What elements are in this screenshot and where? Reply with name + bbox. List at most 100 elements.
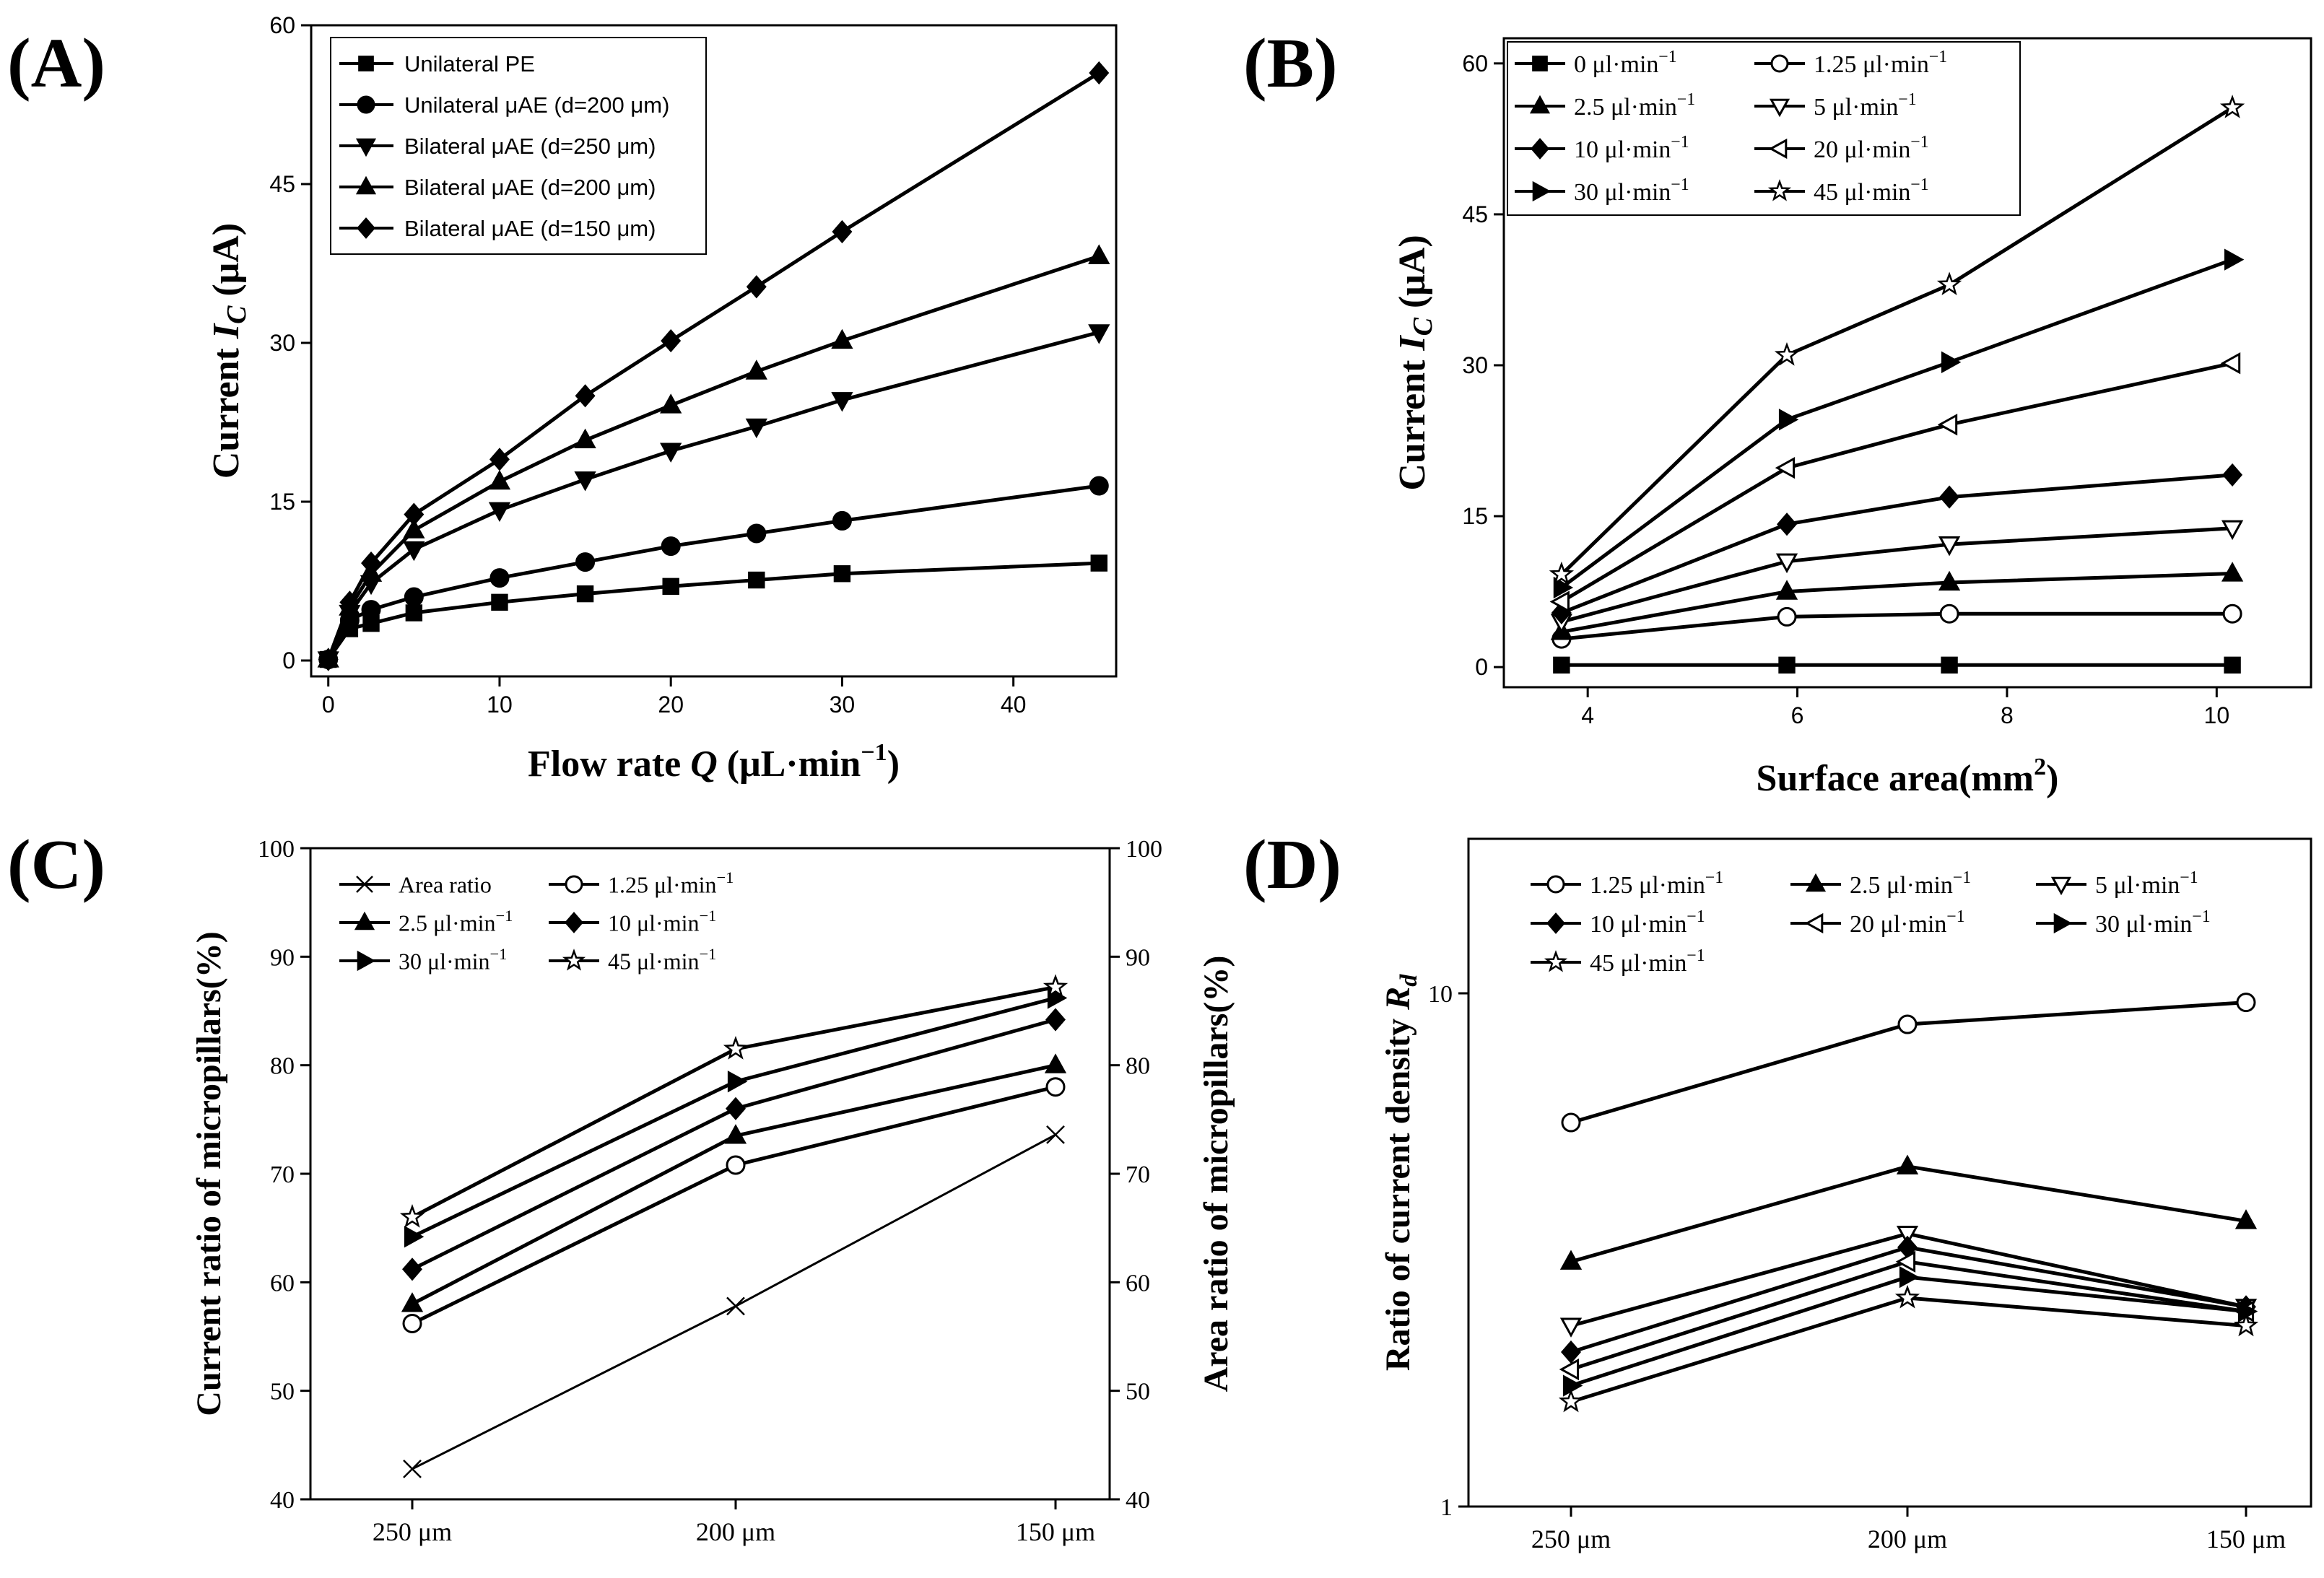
legend-label: 2.5 μl·min−1 xyxy=(1850,868,1971,899)
data-point xyxy=(1778,409,1799,431)
legend-marker xyxy=(562,949,586,971)
data-point xyxy=(832,219,853,244)
y-tick-label: 100 xyxy=(258,836,295,863)
legend-label: Bilateral μAE (d=250 μm) xyxy=(404,134,656,159)
series-line xyxy=(412,1133,1056,1470)
data-point xyxy=(661,536,681,557)
legend-entry: 5 μl·min−1 xyxy=(2036,868,2198,899)
data-point xyxy=(489,448,510,471)
x-axis-label: Surface area(mm2) xyxy=(1757,754,2059,799)
legend-marker xyxy=(1546,912,1565,934)
data-point xyxy=(726,1155,746,1175)
y-tick-label: 1 xyxy=(1440,1494,1453,1521)
x-tick-label: 40 xyxy=(1001,692,1027,718)
data-point xyxy=(726,1097,746,1120)
data-point xyxy=(1938,570,1961,591)
legend: Unilateral PE Unilateral μAE (d=200 μm) Bi… xyxy=(330,37,707,255)
y-tick-label: 10 xyxy=(1428,981,1453,1008)
legend-marker xyxy=(1546,875,1565,894)
legend-label: 45 μl·min−1 xyxy=(1590,946,1705,977)
data-point xyxy=(727,1071,748,1093)
panel-b: (B) 4 6 8 10 0 15 30 45 60 Surface area(mm2) Curren… xyxy=(1243,25,2312,799)
data-point xyxy=(748,571,765,589)
data-point xyxy=(2222,603,2242,624)
x-tick-label: 10 xyxy=(2204,702,2230,728)
x-tick-label: 8 xyxy=(2001,702,2014,728)
legend-marker xyxy=(1804,912,1824,934)
legend-marker xyxy=(358,56,374,71)
legend-marker xyxy=(1805,873,1827,892)
x-tick-label: 6 xyxy=(1791,702,1804,728)
data-point xyxy=(403,1460,422,1478)
data-point xyxy=(318,648,339,671)
legend-entry: Unilateral μAE (d=200 μm) xyxy=(339,92,669,118)
x-tick-label: 250 μm xyxy=(373,1517,452,1546)
series-line xyxy=(1560,473,2233,615)
legend-entry: 45 μl·min−1 xyxy=(1754,175,1929,206)
data-point xyxy=(2236,993,2256,1013)
legend-label: 45 μl·min−1 xyxy=(608,945,716,974)
data-point xyxy=(401,1292,424,1312)
data-point xyxy=(1778,656,1796,674)
x-tick-label: 20 xyxy=(658,692,684,718)
legend-entry: Bilateral μAE (d=150 μm) xyxy=(339,216,656,241)
data-point xyxy=(1899,1265,1920,1289)
legend-marker xyxy=(357,217,375,239)
x-tick-label: 200 μm xyxy=(696,1517,775,1546)
data-point xyxy=(746,275,767,299)
y-tick-label: 80 xyxy=(270,1053,295,1080)
series-line xyxy=(411,1018,1056,1271)
data-point xyxy=(1090,554,1107,572)
data-point xyxy=(747,523,767,544)
legend-entry: 10 μl·min−1 xyxy=(1515,133,1689,163)
data-point xyxy=(661,328,682,353)
legend-entry: Bilateral μAE (d=200 μm) xyxy=(339,175,656,200)
legend-label: 30 μl·min−1 xyxy=(399,945,507,974)
x-tick-label: 10 xyxy=(487,692,513,718)
y-right-tick-label: 80 xyxy=(1126,1053,1150,1080)
y-tick-label: 45 xyxy=(1462,201,1488,227)
y-tick-label: 60 xyxy=(269,12,295,38)
data-point xyxy=(1088,244,1110,264)
plot-frame xyxy=(1502,37,2312,689)
legend-label: Unilateral PE xyxy=(404,51,535,77)
legend-label: 1.25 μl·min−1 xyxy=(1590,868,1723,899)
legend-label: 30 μl·min−1 xyxy=(1574,175,1689,206)
data-point xyxy=(488,469,511,490)
data-point xyxy=(833,565,851,583)
series-line xyxy=(1561,572,2233,634)
y-axis-label: Current IC (μA) xyxy=(206,223,252,479)
legend-label: 10 μl·min−1 xyxy=(1590,907,1705,938)
legend-entry: 2.5 μl·min−1 xyxy=(1790,868,1971,899)
y-tick-label: 0 xyxy=(1475,654,1488,680)
legend-entry: 30 μl·min−1 xyxy=(1515,175,1689,206)
legend-marker xyxy=(1529,95,1551,114)
data-point xyxy=(1941,351,1962,373)
legend-marker xyxy=(1532,56,1548,71)
legend-label: Bilateral μAE (d=150 μm) xyxy=(404,216,656,241)
data-point xyxy=(575,384,596,408)
y-right-tick-label: 100 xyxy=(1126,836,1162,863)
data-point xyxy=(1895,1250,1916,1273)
panel-c: (C) 250 μm 200 μm 150 μm 40 40 50 50 60 60 70 70 80 8… xyxy=(7,826,1235,1546)
data-point xyxy=(832,510,852,531)
data-point xyxy=(1936,271,1962,295)
legend-label: 10 μl·min−1 xyxy=(608,907,716,936)
legend-entry: 45 μl·min−1 xyxy=(549,945,716,975)
legend-entry: 2.5 μl·min−1 xyxy=(339,907,513,936)
legend-marker xyxy=(356,876,373,893)
legend-marker xyxy=(1532,180,1551,202)
y-tick-label: 90 xyxy=(270,944,295,971)
data-point xyxy=(660,443,682,463)
data-point xyxy=(491,593,508,611)
y-tick-label: 45 xyxy=(269,171,295,197)
legend-label: 20 μl·min−1 xyxy=(1850,907,1965,938)
data-point xyxy=(662,577,679,596)
y-tick-label: 60 xyxy=(1462,51,1488,77)
data-point xyxy=(2222,463,2243,487)
x-tick-label: 30 xyxy=(830,692,856,718)
panel-label: (C) xyxy=(7,826,105,904)
legend-marker xyxy=(1544,950,1568,972)
legend-entry: 20 μl·min−1 xyxy=(1790,907,1965,938)
legend-entry: 10 μl·min−1 xyxy=(1531,907,1705,938)
